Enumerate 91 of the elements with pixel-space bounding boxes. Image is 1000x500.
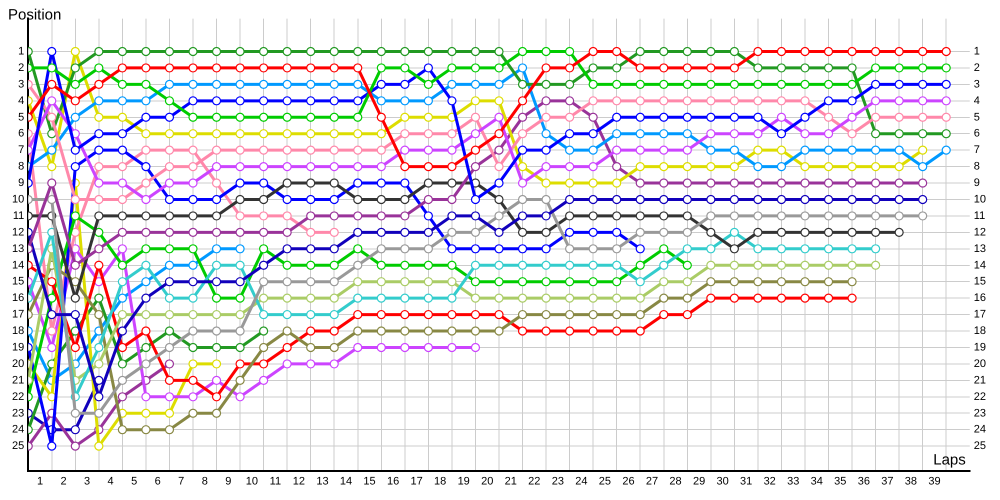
x-tick-label: 25 — [598, 475, 612, 488]
y2-tick-label: 22 — [974, 390, 986, 403]
y2-tick-label: 1 — [974, 46, 980, 58]
y-tick-label: 20 — [12, 358, 24, 370]
x-tick-label: 17 — [410, 475, 423, 488]
x-tick-label: 32 — [764, 475, 776, 488]
x-tick-label: 26 — [622, 475, 635, 488]
y2-tick-label: 16 — [974, 292, 986, 304]
y2-tick-label: 24 — [974, 424, 986, 436]
y2-tick-label: 7 — [974, 144, 980, 156]
x-tick-label: 28 — [669, 475, 682, 488]
y2-tick-label: 3 — [974, 78, 980, 90]
x-tick-label: 12 — [292, 475, 306, 488]
y-tick-label: 3 — [18, 78, 24, 90]
y2-tick-label: 4 — [974, 94, 980, 107]
y2-tick-label: 11 — [974, 210, 986, 222]
y-tick-label: 6 — [18, 128, 24, 140]
y-tick-label: 15 — [12, 276, 24, 288]
x-tick-label: 24 — [575, 475, 588, 488]
y-tick-label: 17 — [12, 308, 24, 321]
y-tick-label: 9 — [18, 177, 24, 190]
y2-tick-label: 21 — [974, 374, 986, 386]
y-tick-label: 23 — [12, 407, 24, 420]
x-tick-label: 39 — [928, 475, 941, 488]
x-tick-label: 21 — [504, 475, 517, 488]
x-tick-label: 15 — [363, 475, 376, 488]
x-tick-label: 11 — [270, 475, 282, 488]
y-tick-label: 22 — [12, 390, 24, 403]
y-tick-label: 13 — [12, 242, 24, 255]
y2-tick-label: 5 — [974, 111, 980, 124]
x-tick-label: 23 — [552, 475, 564, 488]
x-tick-label: 6 — [154, 475, 161, 488]
y2-tick-label: 20 — [974, 358, 986, 370]
x-tick-label: 36 — [858, 475, 870, 488]
x-tick-label: 31 — [740, 475, 752, 488]
x-tick-label: 10 — [246, 475, 258, 488]
y-tick-label: 7 — [18, 144, 24, 156]
x-tick-label: 13 — [316, 475, 329, 488]
x-tick-label: 29 — [692, 475, 706, 488]
y2-tick-label: 25 — [974, 440, 986, 452]
x-tick-label: 16 — [386, 475, 400, 488]
y-tick-label: 1 — [18, 46, 24, 58]
x-tick-label: 8 — [202, 475, 208, 488]
x-tick-label: 35 — [834, 475, 846, 488]
y-tick-label: 16 — [12, 292, 24, 304]
y-tick-label: 12 — [12, 226, 24, 238]
y2-tick-label: 13 — [974, 242, 986, 255]
y-tick-label: 5 — [18, 111, 24, 124]
y2-tick-label: 6 — [974, 128, 980, 140]
x-tick-label: 30 — [716, 475, 729, 488]
y2-tick-label: 23 — [974, 407, 986, 420]
y2-tick-label: 12 — [974, 226, 986, 238]
x-tick-label: 9 — [225, 475, 232, 488]
y-tick-label: 8 — [18, 160, 24, 173]
y-tick-label: 24 — [12, 424, 24, 436]
y-tick-label: 18 — [12, 325, 24, 338]
x-tick-label: 14 — [340, 475, 352, 488]
x-tick-label: 7 — [178, 475, 184, 488]
x-tick-label: 20 — [481, 475, 494, 488]
y-tick-label: 21 — [12, 374, 24, 386]
x-tick-label: 38 — [904, 475, 918, 488]
x-tick-label: 22 — [528, 475, 540, 488]
x-tick-label: 37 — [881, 475, 894, 488]
x-tick-label: 1 — [36, 475, 44, 488]
y-tick-label: 19 — [12, 342, 24, 354]
y-tick-label: 4 — [18, 94, 24, 107]
y-tick-label: 11 — [12, 210, 24, 222]
y2-tick-label: 14 — [974, 259, 986, 272]
y2-tick-label: 2 — [974, 62, 980, 74]
y2-tick-label: 17 — [974, 308, 986, 321]
x-tick-label: 33 — [787, 475, 800, 488]
y2-tick-label: 9 — [974, 177, 980, 190]
x-tick-label: 27 — [646, 475, 658, 488]
y-axis-title: Position — [8, 6, 62, 24]
y-tick-label: 25 — [12, 440, 24, 452]
y2-tick-label: 19 — [974, 342, 986, 354]
y2-tick-label: 8 — [974, 160, 980, 173]
x-axis-title: Laps — [933, 451, 966, 468]
x-tick-label: 5 — [131, 475, 138, 488]
x-tick-label: 34 — [810, 475, 823, 488]
x-tick-label: 2 — [60, 475, 67, 488]
x-tick-label: 4 — [108, 475, 114, 488]
x-tick-label: 3 — [84, 475, 90, 488]
x-tick-label: 18 — [434, 475, 446, 488]
y2-tick-label: 10 — [974, 194, 986, 206]
y2-tick-label: 18 — [974, 325, 986, 338]
x-tick-label: 19 — [458, 475, 470, 488]
y-tick-label: 10 — [12, 194, 24, 206]
y-tick-label: 2 — [18, 62, 24, 74]
y2-tick-label: 15 — [974, 276, 986, 288]
y-tick-label: 14 — [12, 259, 24, 272]
